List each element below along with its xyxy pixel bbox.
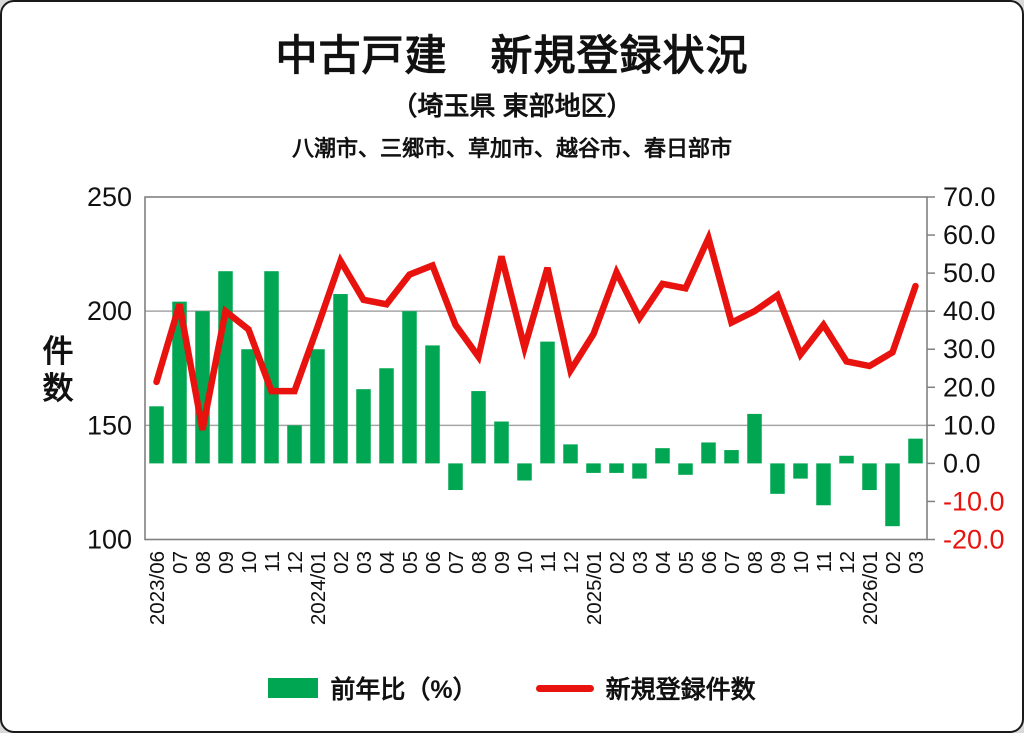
x-tick-label: 09 [491, 551, 514, 574]
x-tick-label: 2024/01 [307, 551, 330, 625]
x-tick-label: 10 [790, 551, 813, 574]
x-tick-label: 05 [399, 551, 422, 574]
bar [333, 294, 348, 464]
y-left-axis-title: 件 [43, 334, 74, 369]
x-tick-label: 2023/06 [146, 551, 169, 625]
y-left-tick-label: 100 [87, 525, 132, 555]
bar [678, 463, 693, 475]
bar [356, 389, 371, 464]
y-left-tick-label: 250 [87, 182, 132, 212]
y-right-tick-label: 40.0 [943, 296, 996, 326]
bar [310, 349, 325, 464]
bar [448, 463, 463, 491]
x-tick-label: 09 [767, 551, 790, 574]
x-tick-label: 10 [514, 551, 537, 574]
bar [517, 463, 532, 481]
x-tick-label: 11 [261, 551, 284, 572]
bar [402, 311, 417, 464]
bar [793, 463, 808, 479]
x-tick-label: 08 [468, 551, 491, 574]
x-tick-label: 07 [721, 551, 744, 574]
y-right-tick-label: 60.0 [943, 220, 996, 250]
x-tick-label: 07 [169, 551, 192, 574]
x-tick-label: 08 [192, 551, 215, 574]
chart-title: 中古戸建 新規登録状況 [275, 32, 749, 79]
legend-item-yoy: 前年比（%） [268, 670, 478, 706]
y-left-tick-label: 150 [87, 410, 132, 440]
x-tick-label: 04 [376, 551, 399, 574]
bar [816, 463, 831, 506]
y-right-tick-label: 0.0 [943, 448, 981, 478]
bar [287, 425, 302, 464]
x-tick-label: 06 [698, 551, 721, 574]
y-right-tick-label: 10.0 [943, 410, 996, 440]
y-right-tick-label: 70.0 [943, 182, 996, 212]
bar [655, 448, 670, 464]
bar [747, 413, 762, 464]
x-tick-label: 12 [836, 551, 859, 574]
chart-subtitle: （埼玉県 東部地区） [391, 91, 633, 121]
y-right-tick-label: 50.0 [943, 258, 996, 288]
x-tick-label: 10 [238, 551, 261, 574]
bar [563, 444, 578, 464]
x-tick-label: 12 [560, 551, 583, 574]
bar [885, 463, 900, 527]
x-tick-label: 02 [606, 551, 629, 574]
bar [770, 463, 785, 494]
x-tick-label: 03 [353, 551, 376, 574]
bar [494, 421, 509, 464]
x-tick-label: 03 [629, 551, 652, 574]
x-tick-label: 11 [813, 551, 836, 572]
x-tick-label: 04 [652, 551, 675, 574]
legend-item-registrations: 新規登録件数 [535, 670, 756, 706]
line-series [153, 228, 919, 431]
x-tick-label: 2025/01 [583, 551, 606, 625]
y-right-tick-label: 20.0 [943, 372, 996, 402]
x-tick-label: 03 [905, 551, 928, 574]
x-tick-label: 07 [445, 551, 468, 574]
x-tick-label: 08 [744, 551, 767, 574]
chart-region-note: 八潮市、三郷市、草加市、越谷市、春日部市 [291, 136, 732, 161]
bar-series-label: 前年比（%） [330, 676, 478, 704]
y-right-tick-label: -20.0 [943, 525, 1005, 555]
x-tick-label: 11 [537, 551, 560, 572]
legend: 前年比（%） 新規登録件数 [2, 670, 1022, 706]
bar-series-swatch [268, 678, 319, 698]
x-tick-label: 02 [330, 551, 353, 574]
bar [908, 438, 923, 464]
y-left-axis-title: 数 [43, 371, 74, 406]
x-tick-label: 05 [675, 551, 698, 574]
bar [586, 463, 601, 473]
y-left-tick-label: 200 [87, 296, 132, 326]
y-right-tick-label: 30.0 [943, 334, 996, 364]
bar [425, 345, 440, 464]
plot-border [144, 196, 928, 541]
bar [241, 349, 256, 464]
bar [724, 450, 739, 464]
bar [264, 271, 279, 464]
line-series-label: 新規登録件数 [605, 676, 756, 704]
bar [218, 271, 233, 464]
bar [379, 368, 394, 464]
x-tick-label: 09 [215, 551, 238, 574]
x-tick-label: 06 [422, 551, 445, 574]
bar [540, 341, 555, 464]
x-tick-label: 12 [284, 551, 307, 574]
bar [149, 406, 164, 464]
bar [471, 391, 486, 464]
bar [839, 455, 854, 464]
bar [609, 463, 624, 473]
bar [862, 463, 877, 491]
x-tick-label: 2026/01 [859, 551, 882, 625]
bar [701, 442, 716, 464]
y-right-tick-label: -10.0 [943, 486, 1005, 516]
x-tick-label: 02 [882, 551, 905, 574]
line-series-swatch [535, 684, 594, 692]
bar [632, 463, 647, 479]
